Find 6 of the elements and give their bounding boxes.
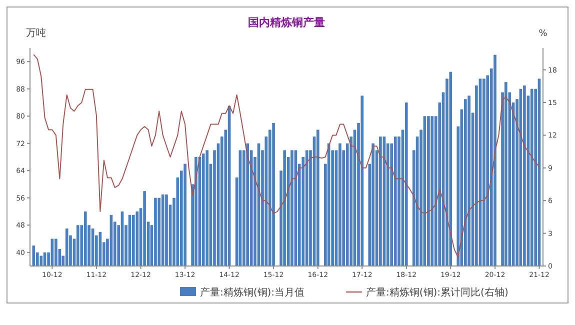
y-axis-title: 万吨: [26, 27, 46, 39]
chart-title: 国内精炼铜产量: [248, 16, 325, 29]
legend-label: 产量:精炼铜(铜):累计同比(右轴): [366, 286, 508, 298]
line-series: [33, 54, 540, 258]
legend-label: 产量:精炼铜(铜):当月值: [200, 286, 305, 298]
y2-axis-title: %: [538, 29, 548, 39]
